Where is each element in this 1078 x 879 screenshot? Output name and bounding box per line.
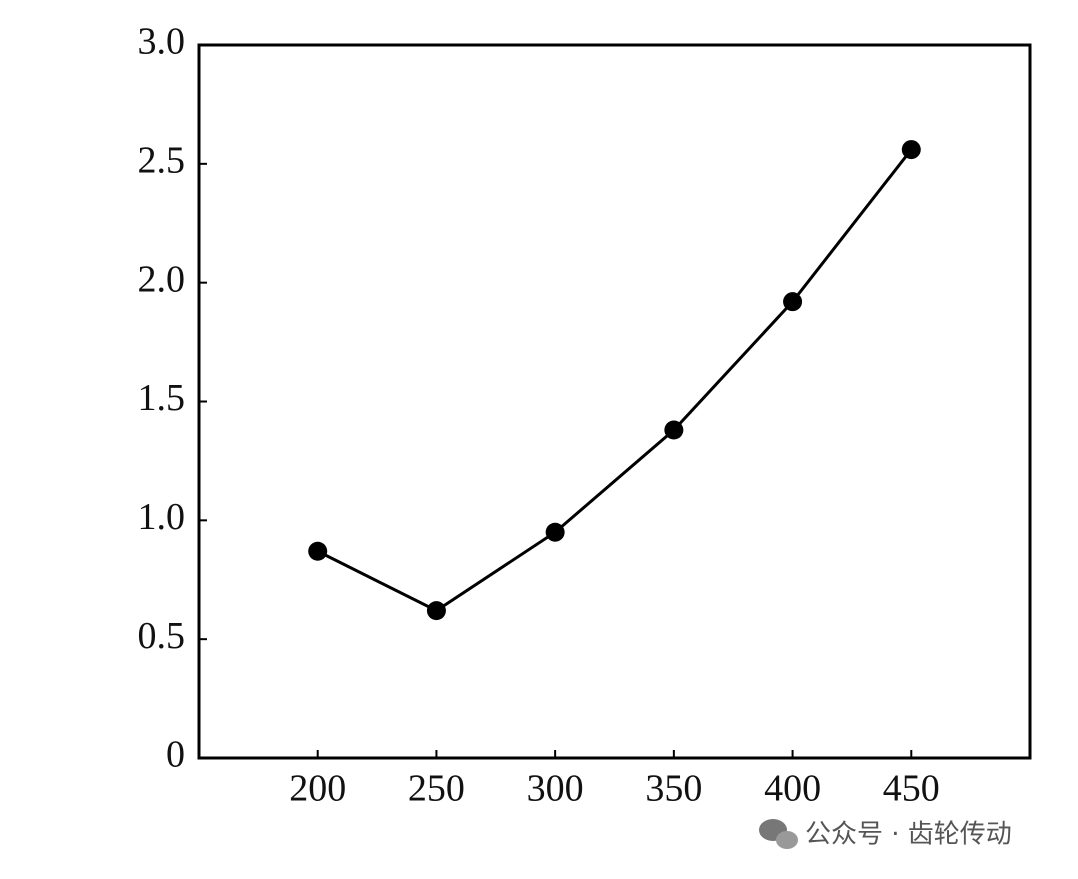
point — [664, 420, 684, 440]
point — [308, 541, 328, 561]
line — [317, 148, 913, 613]
x-tick-label: 300 — [527, 768, 584, 810]
x-tick-label: 450 — [883, 768, 940, 810]
watermark-icon — [759, 819, 798, 849]
y-tick-label: 0.5 — [138, 615, 186, 657]
point — [545, 522, 565, 542]
y-tick-label: 0 — [166, 734, 185, 776]
y-tick-label: 2.0 — [138, 258, 186, 300]
point — [426, 601, 446, 621]
x-tick-label: 350 — [645, 768, 702, 810]
x-tick-label: 250 — [408, 768, 465, 810]
y-tick-label: 2.5 — [138, 140, 186, 182]
y-tick-label: 1.0 — [138, 496, 186, 538]
x-tick-label: 400 — [764, 768, 821, 810]
y-tick-label: 1.5 — [138, 377, 186, 419]
y-tick-label: 3.0 — [138, 21, 186, 63]
x-tick-label: 200 — [289, 768, 346, 810]
point — [783, 292, 803, 312]
watermark: 公众号 · 齿轮传动 — [805, 820, 1012, 850]
point — [901, 140, 921, 160]
